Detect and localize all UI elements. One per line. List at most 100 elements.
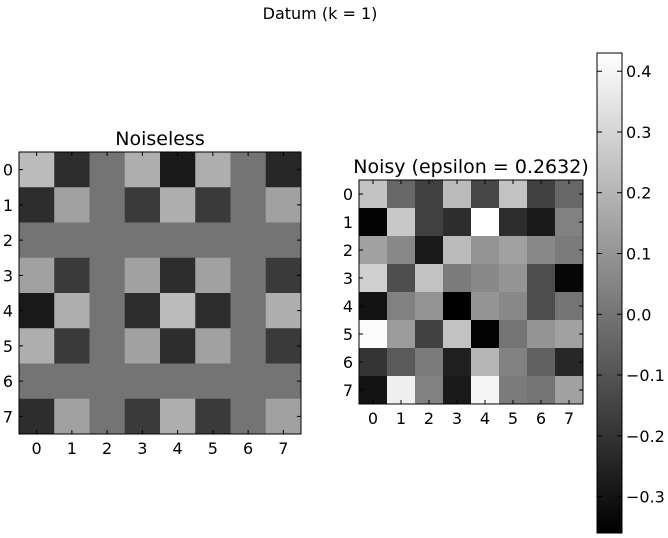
noiseless-cell xyxy=(19,398,55,435)
noisy-cell xyxy=(387,376,416,405)
noisy-cell xyxy=(555,236,584,265)
noiseless-cell xyxy=(89,222,126,259)
noiseless-cell xyxy=(230,363,267,400)
noiseless-cell xyxy=(124,152,161,188)
noisy-cell xyxy=(359,236,388,265)
noiseless-y-tick-label: 4 xyxy=(3,302,13,321)
noisy-cell xyxy=(499,208,528,237)
noisy-cell xyxy=(471,320,500,349)
noisy-cell xyxy=(471,292,500,321)
noiseless-cell xyxy=(54,187,90,223)
noiseless-cell xyxy=(124,257,161,294)
noiseless-cell xyxy=(265,363,302,400)
noiseless-y-tick-label: 0 xyxy=(3,161,13,180)
noiseless-cell xyxy=(19,187,55,223)
noiseless-cell xyxy=(54,222,90,259)
noiseless-axes-frame xyxy=(18,151,302,435)
noisy-y-tick-label: 5 xyxy=(343,325,353,344)
noiseless-y-tick-label: 7 xyxy=(3,407,13,426)
noisy-cell xyxy=(527,180,556,209)
noiseless-cell xyxy=(195,257,231,294)
noiseless-cell xyxy=(54,328,90,364)
noiseless-cells xyxy=(19,152,302,435)
noisy-cell xyxy=(471,236,500,265)
noisy-cell xyxy=(499,320,528,349)
noisy-cell xyxy=(387,180,416,209)
noiseless-cell xyxy=(54,152,90,188)
noiseless-cell xyxy=(124,293,161,329)
noiseless-x-tick-label: 3 xyxy=(137,439,147,458)
noisy-cell xyxy=(527,320,556,349)
noiseless-cell xyxy=(89,187,126,223)
colorbar-tick-label: −0.3 xyxy=(626,488,665,507)
colorbar-tick-label: 0.4 xyxy=(626,62,651,81)
noisy-cell xyxy=(415,348,444,377)
noisy-cell xyxy=(555,292,584,321)
noiseless-cell xyxy=(195,363,231,400)
noiseless-cell xyxy=(160,363,196,400)
noiseless-cell xyxy=(19,222,55,259)
noisy-cell xyxy=(359,376,388,405)
noisy-x-tick-label: 4 xyxy=(480,409,490,428)
noiseless-cell xyxy=(230,293,267,329)
noisy-x-tick-label: 2 xyxy=(424,409,434,428)
noiseless-cell xyxy=(19,293,55,329)
noisy-cell xyxy=(555,180,584,209)
noisy-cell xyxy=(499,180,528,209)
noiseless-x-tick-label: 4 xyxy=(173,439,183,458)
noisy-cell xyxy=(359,320,388,349)
noisy-cell xyxy=(527,376,556,405)
noiseless-y-tick-label: 1 xyxy=(3,196,13,215)
noiseless-cell xyxy=(195,152,231,188)
noisy-y-tick-label: 1 xyxy=(343,213,353,232)
noisy-cell xyxy=(359,208,388,237)
noisy-cell xyxy=(387,348,416,377)
noisy-cell xyxy=(471,348,500,377)
noisy-cell xyxy=(387,236,416,265)
noisy-cell xyxy=(415,376,444,405)
noiseless-cell xyxy=(19,328,55,364)
noiseless-cell xyxy=(89,398,126,435)
noisy-y-tick-label: 6 xyxy=(343,353,353,372)
noisy-cell xyxy=(443,236,472,265)
noisy-cell xyxy=(471,264,500,293)
noisy-cell xyxy=(527,292,556,321)
noiseless-cell xyxy=(160,222,196,259)
colorbar-gradient xyxy=(596,52,623,534)
noisy-panel-title: Noisy (epsilon = 0.2632) xyxy=(353,156,588,178)
noisy-y-tick-label: 4 xyxy=(343,297,353,316)
noisy-heatmap-panel: Noisy (epsilon = 0.2632) 0 1 2 3 4 5 6 70123456… xyxy=(343,156,589,428)
noisy-x-tick-label: 3 xyxy=(452,409,462,428)
noiseless-x-tick-label: 5 xyxy=(208,439,218,458)
noiseless-cell xyxy=(89,328,126,364)
noisy-cell xyxy=(387,292,416,321)
noiseless-cell xyxy=(265,152,302,188)
noisy-cell xyxy=(415,236,444,265)
colorbar-tick-label: 0.1 xyxy=(626,245,651,264)
noisy-y-tick-label: 0 xyxy=(343,185,353,204)
noisy-cell xyxy=(359,264,388,293)
noiseless-cell xyxy=(230,328,267,364)
colorbar-tick-label: −0.1 xyxy=(626,366,665,385)
noiseless-x-tick-label: 0 xyxy=(32,439,42,458)
noisy-cell xyxy=(387,208,416,237)
noiseless-x-tick-label: 1 xyxy=(67,439,77,458)
noisy-x-tick-label: 6 xyxy=(536,409,546,428)
noisy-y-tick-label: 2 xyxy=(343,241,353,260)
noiseless-cell xyxy=(230,398,267,435)
noiseless-cell xyxy=(160,257,196,294)
colorbar-tick-label: 0.3 xyxy=(626,123,651,142)
noisy-cell xyxy=(527,348,556,377)
noisy-cell xyxy=(443,320,472,349)
noiseless-cell xyxy=(195,187,231,223)
noisy-cell xyxy=(415,264,444,293)
noisy-cell xyxy=(555,348,584,377)
noisy-cell xyxy=(555,376,584,405)
noiseless-y-tick-label: 3 xyxy=(3,266,13,285)
noiseless-cell xyxy=(195,398,231,435)
noiseless-cell xyxy=(124,222,161,259)
noisy-x-tick-label: 5 xyxy=(508,409,518,428)
noisy-cell xyxy=(387,264,416,293)
